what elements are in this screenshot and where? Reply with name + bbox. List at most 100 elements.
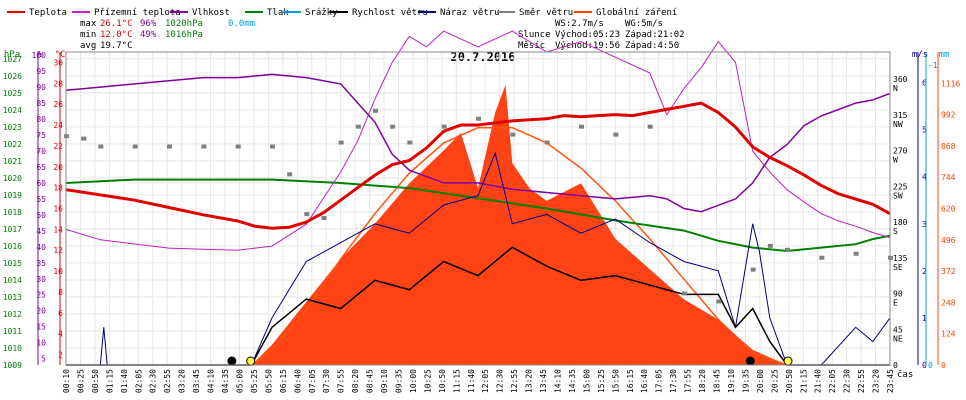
direction-tick-label: 315 <box>893 111 908 120</box>
x-tick-label: 05:50 <box>264 369 273 393</box>
percent-tick-label: 85 <box>36 99 46 108</box>
celsius-tick-label: 14 <box>53 225 63 234</box>
sun-set: Západ:21:02 <box>625 30 685 40</box>
x-tick-label: 00:25 <box>76 369 85 393</box>
radiation-tick-label: 372 <box>941 267 956 276</box>
pressure-line <box>65 178 891 253</box>
x-tick-label: 14:35 <box>568 369 577 393</box>
wind-direction-point <box>647 124 653 129</box>
ms-tick-label: 4 <box>922 173 927 182</box>
x-tick-label: 08:45 <box>366 369 375 393</box>
moon-set: Západ:4:50 <box>625 41 679 51</box>
legend-label: Vlhkost <box>192 8 230 18</box>
hpa-tick-label: 1016 <box>3 242 22 251</box>
min-temp: 12.0°C <box>100 30 133 40</box>
celsius-tick-label: 16 <box>53 205 63 214</box>
celsius-tick-label: 4 <box>58 330 63 339</box>
legend-label: Srážky <box>305 8 338 18</box>
hpa-tick-label: 1022 <box>3 140 22 149</box>
hpa-tick-label: 1018 <box>3 208 22 217</box>
max-press: 1020hPa <box>165 19 203 29</box>
ws-value: WS:2.7m/s <box>555 19 604 29</box>
legend-label: Směr větru <box>519 8 573 18</box>
x-tick-label: 01:15 <box>105 369 114 393</box>
x-tick-label: 07:55 <box>337 369 346 393</box>
hpa-tick-label: 1021 <box>3 157 22 166</box>
x-tick-label: 11:40 <box>467 369 476 393</box>
hpa-tick-label: 1025 <box>3 89 22 98</box>
wind-speed-line <box>66 246 890 366</box>
avg-temp: 19.7°C <box>100 41 133 51</box>
x-tick-label: 12:05 <box>481 369 490 393</box>
legend-label: Globální záření <box>596 8 677 18</box>
x-tick-label: 18:45 <box>713 369 722 393</box>
wind-direction-point <box>338 140 344 145</box>
direction-tick-label: 225 <box>893 182 908 191</box>
wind-direction-point <box>321 216 327 221</box>
moonset-marker <box>227 356 237 366</box>
celsius-tick-label: 24 <box>53 121 63 130</box>
celsius-tick-label: 10 <box>53 267 63 276</box>
wind-direction-point <box>81 136 87 141</box>
direction-tick-label: 360 <box>893 75 908 84</box>
direction-tick-label: 0 <box>893 361 898 370</box>
direction-name-label: SW <box>893 191 903 200</box>
direction-name-label: SE <box>893 263 903 272</box>
wind-direction-point <box>441 124 447 129</box>
hpa-tick-label: 1023 <box>3 123 22 132</box>
x-tick-label: 02:55 <box>163 369 172 393</box>
percent-tick-label: 10 <box>36 339 46 348</box>
x-tick-label: 07:05 <box>308 369 317 393</box>
radiation-tick-label: 620 <box>941 205 956 214</box>
hpa-tick-label: 1009 <box>3 361 22 370</box>
wind-direction-point <box>270 144 275 149</box>
percent-tick-label: 70 <box>36 147 46 156</box>
min-press: 1016hPa <box>165 30 203 40</box>
percent-tick-label: 65 <box>36 163 46 172</box>
x-tick-label: 01:40 <box>120 369 129 393</box>
x-tick-label: 20:25 <box>770 369 779 393</box>
celsius-tick-label: 18 <box>53 184 63 193</box>
hpa-tick-label: 1015 <box>3 259 22 268</box>
percent-tick-label: 30 <box>36 275 46 284</box>
percent-tick-label: 50 <box>36 211 46 220</box>
celsius-tick-label: 20 <box>53 163 63 172</box>
legend-label: Náraz větru <box>440 8 500 18</box>
x-tick-label: 11:15 <box>452 369 461 393</box>
percent-tick-label: 40 <box>36 243 46 252</box>
x-tick-label: 05:00 <box>235 369 244 393</box>
x-tick-label: 15:50 <box>611 369 620 393</box>
avg-label: avg <box>80 41 96 51</box>
hpa-tick-label: 1011 <box>3 327 22 336</box>
wind-direction-point <box>613 132 619 137</box>
x-tick-label: 06:15 <box>279 369 288 393</box>
hpa-axis-label: hPa <box>4 50 20 60</box>
x-tick-label: 00:50 <box>91 369 100 393</box>
x-tick-label: 04:10 <box>207 369 216 393</box>
radiation-tick-label: 744 <box>941 173 956 182</box>
wind-direction-point <box>355 124 361 129</box>
wind-direction-point <box>716 299 722 304</box>
direction-name-label: E <box>893 299 898 308</box>
plot-frame <box>65 51 891 366</box>
x-tick-label: 02:30 <box>149 369 158 393</box>
hpa-tick-label: 1014 <box>3 276 22 285</box>
x-tick-label: 13:45 <box>539 369 548 393</box>
wind-direction-point <box>682 291 687 296</box>
legend: Teplota Přízemní teplota Vlhkost Tlak Srážky… <box>7 8 677 18</box>
percent-axis-label: % <box>37 50 43 60</box>
wind-direction-point <box>819 255 825 260</box>
axes: 00:10 00:25 00:50 01:15 01:40 02:05 02:30 02:55… <box>3 50 961 393</box>
wind-direction-point <box>476 116 481 121</box>
percent-tick-label: 15 <box>36 323 46 332</box>
radiation-tick-label: 0 <box>941 361 946 370</box>
hpa-tick-label: 1020 <box>3 174 22 183</box>
hpa-tick-label: 1026 <box>3 72 22 81</box>
percent-tick-label: 75 <box>36 131 46 140</box>
hpa-tick-label: 1010 <box>3 344 22 353</box>
hpa-tick-label: 1017 <box>3 225 22 234</box>
celsius-tick-label: 8 <box>58 288 63 297</box>
humidity-line <box>65 73 891 213</box>
x-tick-label: 13:20 <box>525 369 534 393</box>
